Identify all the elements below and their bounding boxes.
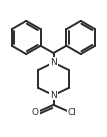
Text: N: N [50, 91, 57, 100]
Text: Cl: Cl [67, 108, 76, 117]
Text: N: N [50, 58, 57, 67]
Text: O: O [32, 108, 39, 117]
